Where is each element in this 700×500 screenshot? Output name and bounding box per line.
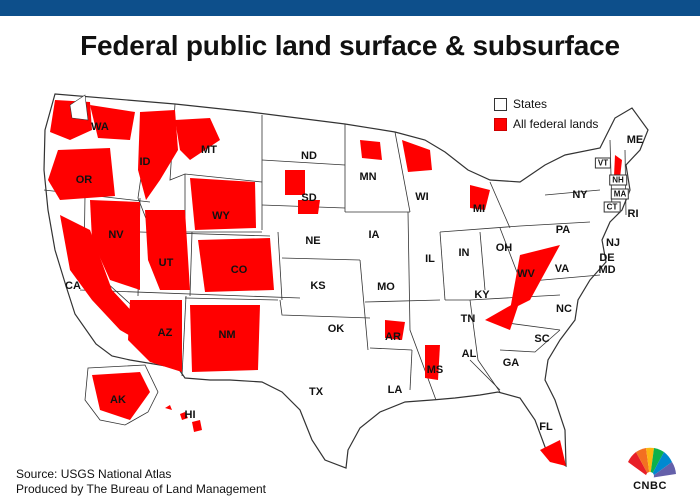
legend-item-states: States	[494, 94, 598, 114]
state-label-ky: KY	[474, 289, 490, 301]
state-label-wa: WA	[91, 121, 109, 133]
state-label-mn: MN	[359, 171, 377, 183]
source-line-1: Source: USGS National Atlas	[16, 467, 172, 481]
state-label-co: CO	[230, 264, 248, 276]
state-label-nm: NM	[218, 329, 236, 341]
peacock-icon	[628, 447, 676, 480]
map-title: Federal public land surface & subsurface	[80, 30, 620, 61]
state-label-ga: GA	[502, 357, 520, 369]
state-label-de: DE	[599, 252, 615, 264]
state-label-in: IN	[458, 247, 470, 259]
state-label-nh: NH	[609, 174, 627, 186]
cnbc-wordmark: CNBC	[633, 480, 667, 492]
state-label-pa: PA	[555, 224, 571, 236]
state-label-wi: WI	[415, 191, 429, 203]
state-label-wy: WY	[212, 210, 230, 222]
state-label-az: AZ	[157, 327, 173, 339]
state-label-ri: RI	[627, 208, 639, 220]
legend-item-federal-lands: All federal lands	[494, 114, 598, 134]
state-label-al: AL	[461, 348, 477, 360]
hawaii-islands	[165, 405, 202, 432]
state-label-hi: HI	[184, 409, 196, 421]
state-label-fl: FL	[539, 421, 553, 433]
state-label-ny: NY	[572, 189, 588, 201]
state-label-va: VA	[554, 263, 570, 275]
state-label-md: MD	[598, 264, 616, 276]
state-label-or: OR	[75, 174, 93, 186]
state-label-ct: CT	[603, 201, 621, 213]
state-label-vt: VT	[594, 157, 612, 169]
state-label-wv: WV	[517, 268, 535, 280]
state-label-il: IL	[425, 253, 435, 265]
state-label-ks: KS	[310, 280, 326, 292]
state-label-sc: SC	[534, 333, 550, 345]
state-label-sd: SD	[301, 192, 317, 204]
legend-label-federal-lands: All federal lands	[513, 117, 599, 131]
state-label-nv: NV	[108, 229, 124, 241]
state-label-me: ME	[626, 134, 644, 146]
state-label-ar: AR	[385, 331, 401, 343]
state-label-ne: NE	[305, 235, 321, 247]
state-label-nc: NC	[556, 303, 572, 315]
state-label-nd: ND	[301, 150, 317, 162]
source-line-2: Produced by The Bureau of Land Managemen…	[16, 482, 266, 496]
map-legend: States All federal lands	[494, 94, 598, 134]
legend-label-states: States	[513, 97, 548, 111]
state-label-ok: OK	[327, 323, 345, 335]
state-label-ia: IA	[368, 229, 380, 241]
state-label-ut: UT	[158, 257, 174, 269]
cnbc-logo: CNBC	[618, 444, 682, 492]
state-label-tx: TX	[308, 386, 324, 398]
federal-lands	[48, 94, 622, 466]
header-bar	[0, 0, 700, 16]
state-label-mo: MO	[377, 281, 395, 293]
state-label-ms: MS	[426, 364, 444, 376]
state-label-id: ID	[139, 156, 151, 168]
state-label-nj: NJ	[605, 237, 621, 249]
alaska-outline	[84, 364, 159, 426]
state-label-ma: MA	[610, 188, 630, 200]
legend-swatch-federal-lands	[494, 117, 507, 131]
state-label-mi: MI	[472, 203, 486, 215]
state-label-tn: TN	[460, 313, 476, 325]
source-note: Source: USGS National Atlas Produced by …	[16, 467, 266, 497]
state-label-mt: MT	[201, 144, 217, 156]
state-label-la: LA	[387, 384, 403, 396]
state-label-ca: CA	[65, 280, 81, 292]
state-label-oh: OH	[495, 242, 513, 254]
legend-swatch-states	[494, 97, 507, 111]
state-label-ak: AK	[110, 394, 126, 406]
